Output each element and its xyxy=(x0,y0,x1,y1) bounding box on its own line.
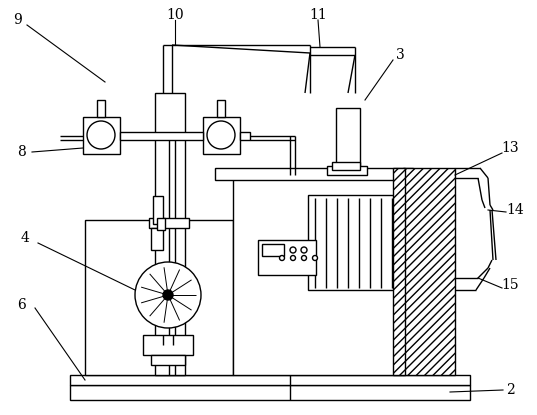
Bar xyxy=(85,220,233,375)
Text: 8: 8 xyxy=(18,145,26,159)
Circle shape xyxy=(135,262,201,328)
Bar xyxy=(203,117,240,154)
Text: 3: 3 xyxy=(396,48,404,62)
Bar xyxy=(240,132,250,140)
Bar xyxy=(155,93,185,375)
Bar xyxy=(70,375,470,385)
Bar xyxy=(151,228,163,250)
Text: 15: 15 xyxy=(501,278,519,292)
Bar xyxy=(258,240,316,275)
Bar xyxy=(332,162,360,170)
Bar xyxy=(143,335,193,355)
Bar xyxy=(151,355,185,365)
Bar xyxy=(97,100,105,117)
Circle shape xyxy=(163,290,173,300)
Text: 13: 13 xyxy=(501,141,519,155)
Bar xyxy=(262,244,284,256)
Circle shape xyxy=(313,256,317,261)
Bar xyxy=(83,117,120,154)
Text: 2: 2 xyxy=(506,383,514,397)
Text: 14: 14 xyxy=(506,203,524,217)
Bar xyxy=(215,168,413,180)
Bar xyxy=(70,385,470,400)
Circle shape xyxy=(290,247,296,253)
Bar xyxy=(157,218,165,230)
Text: 6: 6 xyxy=(18,298,26,312)
Bar xyxy=(217,100,225,117)
Circle shape xyxy=(301,256,307,261)
Text: 4: 4 xyxy=(20,231,30,245)
Circle shape xyxy=(301,247,307,253)
Bar xyxy=(327,166,367,175)
Bar xyxy=(393,168,405,375)
Bar xyxy=(149,218,189,228)
Text: 11: 11 xyxy=(309,8,327,22)
Bar xyxy=(336,108,360,168)
Bar xyxy=(233,175,403,375)
Text: 10: 10 xyxy=(166,8,184,22)
Bar xyxy=(153,196,163,224)
Circle shape xyxy=(291,256,295,261)
Circle shape xyxy=(87,121,115,149)
Circle shape xyxy=(207,121,235,149)
Text: 9: 9 xyxy=(13,13,23,27)
Bar xyxy=(403,168,455,375)
Circle shape xyxy=(279,256,285,261)
Bar xyxy=(308,195,396,290)
Bar xyxy=(120,132,203,140)
